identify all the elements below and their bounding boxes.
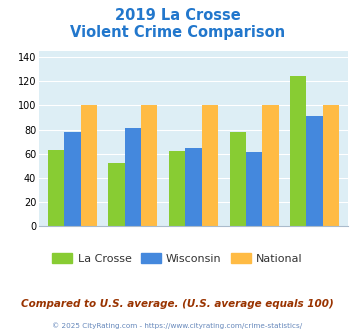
Bar — [262, 105, 279, 226]
Bar — [141, 105, 158, 226]
Bar — [323, 105, 339, 226]
Bar — [125, 128, 141, 226]
Bar — [48, 150, 64, 226]
Bar — [108, 163, 125, 226]
Bar — [229, 132, 246, 226]
Bar — [306, 116, 323, 226]
Bar — [202, 105, 218, 226]
Bar — [169, 151, 185, 226]
Text: 2019 La Crosse: 2019 La Crosse — [115, 8, 240, 23]
Text: Compared to U.S. average. (U.S. average equals 100): Compared to U.S. average. (U.S. average … — [21, 299, 334, 309]
Bar — [246, 152, 262, 226]
Legend: La Crosse, Wisconsin, National: La Crosse, Wisconsin, National — [48, 248, 307, 268]
Bar — [81, 105, 97, 226]
Bar — [185, 148, 202, 226]
Text: © 2025 CityRating.com - https://www.cityrating.com/crime-statistics/: © 2025 CityRating.com - https://www.city… — [53, 323, 302, 329]
Bar — [64, 132, 81, 226]
Text: Violent Crime Comparison: Violent Crime Comparison — [70, 25, 285, 40]
Bar — [290, 77, 306, 226]
